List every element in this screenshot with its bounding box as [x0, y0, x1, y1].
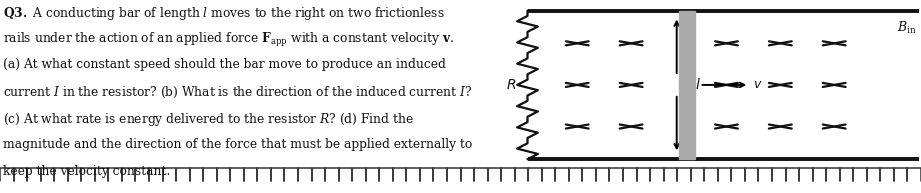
Text: $R$: $R$: [506, 78, 516, 92]
Text: (a) At what constant speed should the bar move to produce an induced: (a) At what constant speed should the ba…: [3, 58, 446, 71]
Bar: [679, 11, 695, 159]
Text: $\bf{Q3.}$ A conducting bar of length $l$ moves to the right on two frictionless: $\bf{Q3.}$ A conducting bar of length $l…: [3, 5, 445, 22]
Text: $l$: $l$: [694, 77, 700, 92]
Text: magnitude and the direction of the force that must be applied externally to: magnitude and the direction of the force…: [3, 138, 472, 151]
Text: (c) At what rate is energy delivered to the resistor $R$? (d) Find the: (c) At what rate is energy delivered to …: [3, 111, 414, 128]
Text: $v$: $v$: [752, 78, 762, 91]
Text: current $I$ in the resistor? (b) What is the direction of the induced current $I: current $I$ in the resistor? (b) What is…: [3, 85, 472, 100]
Text: $B_{\mathrm{in}}$: $B_{\mathrm{in}}$: [897, 20, 917, 36]
Text: rails under the action of an applied force $\bf{F}_{\rm{app}}$ with a constant v: rails under the action of an applied for…: [3, 31, 454, 49]
Text: keep the velocity constant.: keep the velocity constant.: [3, 165, 170, 178]
